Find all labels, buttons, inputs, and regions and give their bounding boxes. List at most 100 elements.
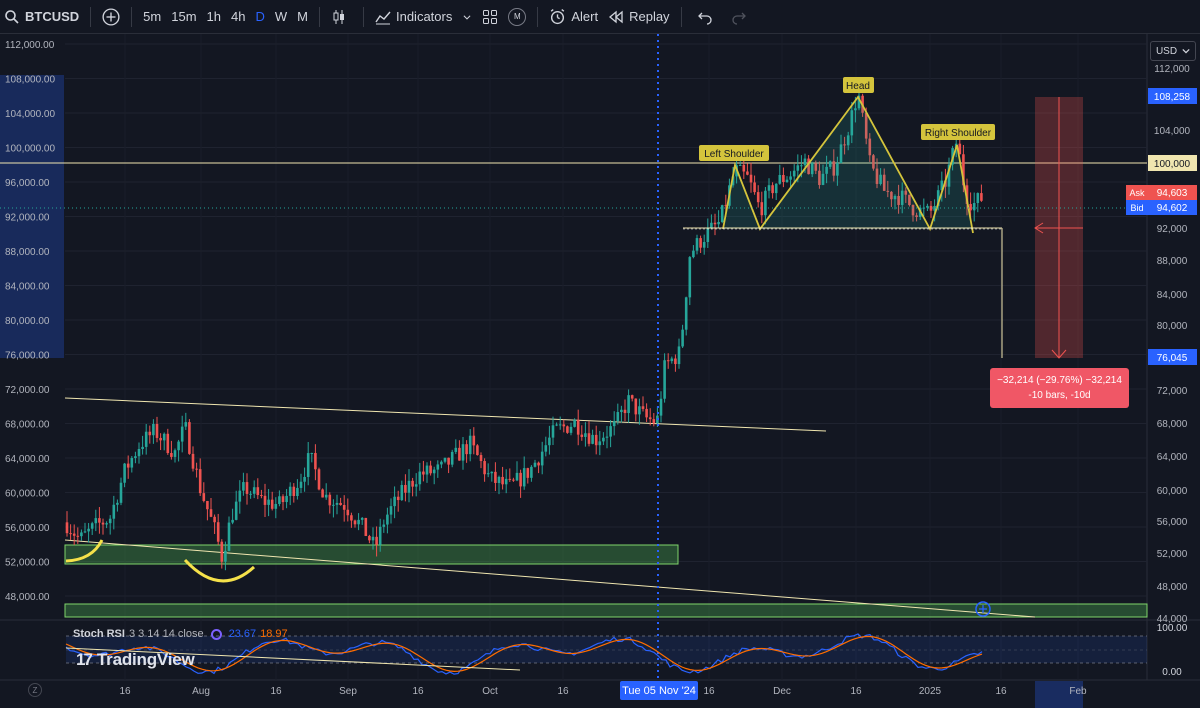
candle-body (620, 409, 623, 413)
candle-body (688, 257, 692, 298)
measure-arrow-left (1034, 222, 1044, 234)
candle-body (825, 166, 828, 174)
candle-body (882, 174, 886, 191)
candle-body (670, 358, 674, 362)
templates-button[interactable] (477, 0, 503, 34)
candle-body (285, 495, 288, 503)
candle-body (612, 421, 616, 427)
candle-body (126, 463, 130, 468)
chart-canvas[interactable]: Left Shoulder Head Right Shoulder 112,00… (0, 34, 1200, 708)
candle-body (188, 422, 191, 454)
left-axis-tick: 56,000.00 (5, 523, 50, 534)
svg-text:108,258: 108,258 (1154, 92, 1191, 103)
candle-body (666, 360, 670, 362)
candle-body (407, 480, 411, 493)
indicator-settings-icon[interactable] (210, 628, 222, 640)
candle-body (436, 464, 440, 470)
head-label[interactable]: Head (843, 77, 874, 93)
candle-body (537, 462, 540, 466)
right-shoulder-label[interactable]: Right Shoulder (921, 124, 995, 140)
candle-body (911, 205, 915, 216)
indicators-button[interactable]: Indicators (370, 0, 457, 34)
candle-body (713, 222, 717, 225)
candle-body (476, 445, 479, 456)
right-price-axis[interactable]: 112,000 104,000 92,000 88,000 84,000 80,000 72… (1154, 64, 1191, 625)
right-axis-tick: 56,000 (1157, 517, 1188, 528)
candle-body (580, 434, 584, 437)
time-axis-tick: 16 (703, 686, 715, 697)
divider (90, 6, 92, 27)
candle-body (558, 424, 562, 426)
candle-body (972, 203, 976, 211)
candle-body (641, 406, 645, 409)
candle-body (216, 522, 220, 542)
accumulation-arc-2 (183, 558, 256, 583)
time-axis[interactable]: 16 Aug 16 Sep 16 Oct 16 16 Dec 16 2025 16 Feb (119, 686, 1087, 697)
support-zone-upper (64, 544, 679, 565)
zoom-reset-button[interactable]: Z (28, 683, 42, 697)
interval-4h[interactable]: 4h (231, 9, 246, 24)
candle-body (767, 185, 771, 191)
candle-body (792, 170, 796, 177)
symbol-search[interactable]: BTCUSD (0, 0, 84, 34)
layout-dropdown[interactable] (457, 0, 477, 34)
add-alert-icon[interactable] (975, 601, 991, 617)
candle-body (461, 444, 465, 461)
selected-date-label: Tue 05 Nov '24 (622, 684, 696, 697)
candle-body (771, 185, 774, 194)
candle-body (778, 174, 782, 184)
candle-body (850, 110, 854, 136)
candle-body (926, 205, 929, 208)
m-badge-button[interactable]: M (503, 0, 531, 34)
candle-body (267, 499, 270, 505)
candle-body (584, 433, 587, 437)
candle-body (292, 486, 296, 497)
alert-button[interactable]: Alert (544, 0, 603, 34)
interval-5m[interactable]: 5m (143, 9, 162, 24)
candle-body (522, 468, 526, 487)
chevron-down-icon (463, 14, 471, 20)
time-axis-tick: Aug (192, 686, 210, 697)
left-axis-tick: 92,000.00 (5, 213, 50, 224)
interval-m[interactable]: M (297, 9, 308, 24)
candle-body (65, 522, 69, 534)
candle-body (249, 493, 252, 495)
interval-w[interactable]: W (274, 9, 288, 24)
candle-body (782, 174, 785, 182)
chart-type-button[interactable] (326, 0, 357, 34)
candle-body (396, 496, 400, 501)
stoch-trendline (65, 647, 521, 671)
measure-result-box[interactable]: −32,214 (−29.76%) −32,214 -10 bars, -10d (990, 368, 1129, 408)
undo-button[interactable] (688, 0, 722, 34)
interval-1h[interactable]: 1h (206, 9, 221, 24)
candle-body (411, 480, 414, 487)
divider (362, 6, 364, 27)
stoch-legend[interactable]: Stoch RSI 3 3 14 14 close 23.67 18.97 (73, 628, 288, 640)
candle-body (821, 173, 825, 185)
left-axis-tick: 104,000.00 (5, 109, 55, 120)
candle-body (296, 487, 299, 497)
replay-button[interactable]: Replay (603, 0, 674, 34)
resistance-trendline[interactable] (64, 397, 827, 432)
left-shoulder-label[interactable]: Left Shoulder (699, 145, 769, 161)
candle-body (386, 514, 389, 525)
compare-button[interactable] (97, 0, 125, 34)
chart-area[interactable]: Left Shoulder Head Right Shoulder 112,00… (0, 34, 1200, 708)
candle-body (152, 423, 155, 436)
search-icon (5, 9, 19, 24)
currency-dropdown[interactable]: USD (1150, 41, 1196, 61)
candle-body (494, 471, 497, 483)
interval-d[interactable]: D (255, 9, 265, 24)
candle-body (404, 484, 407, 493)
left-axis-tick: 112,000.00 (5, 40, 55, 51)
candle-body (645, 408, 648, 418)
candle-body (663, 360, 666, 399)
candle-body (184, 422, 188, 427)
redo-button[interactable] (722, 0, 756, 34)
candle-body (231, 519, 234, 523)
support-zone-lower (64, 603, 1148, 618)
interval-15m[interactable]: 15m (171, 9, 197, 24)
candle-body (832, 161, 836, 176)
candle-body (141, 446, 144, 450)
hs-pattern-outline[interactable] (722, 95, 974, 234)
